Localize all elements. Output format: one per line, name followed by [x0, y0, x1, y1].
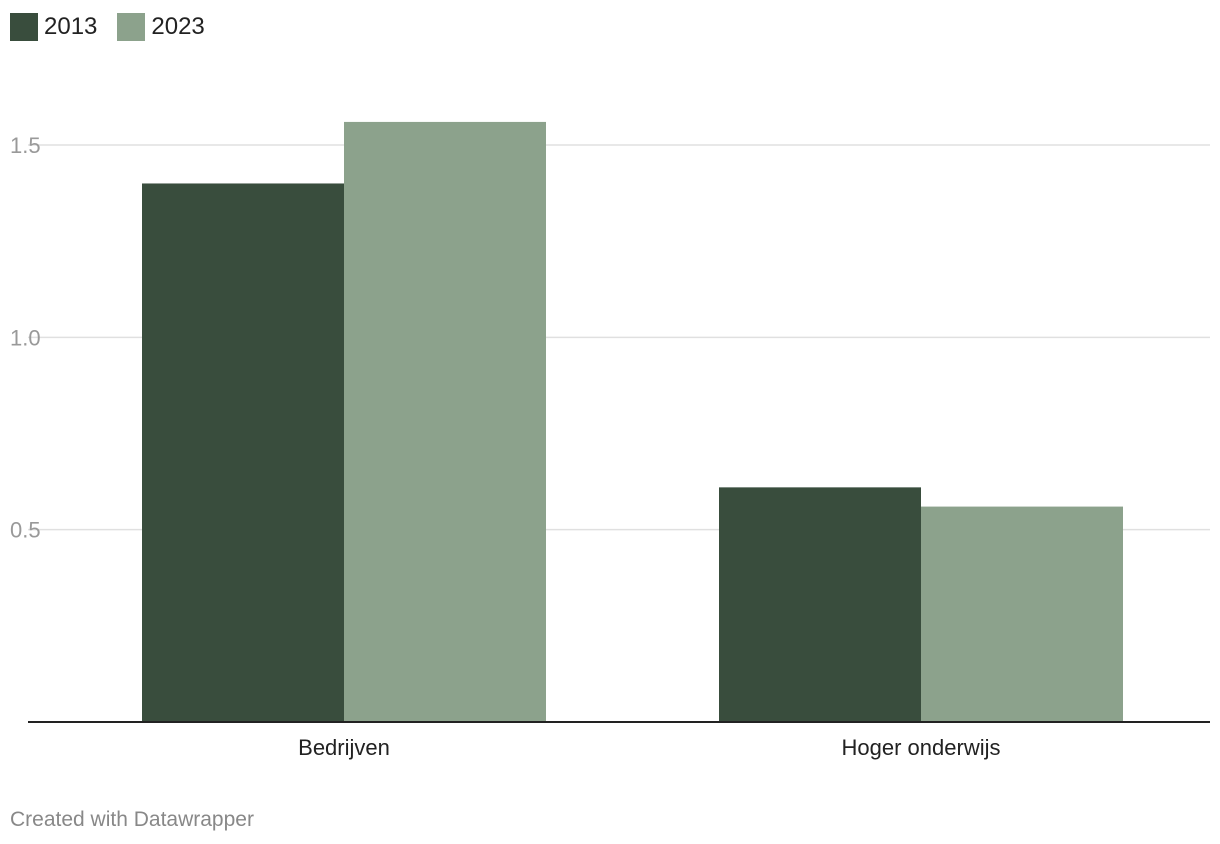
bar-bedrijven-2013 [142, 183, 344, 723]
bar-hoger-onderwijs-2013 [719, 487, 921, 722]
legend-item-2023: 2023 [117, 13, 205, 41]
legend-label-2023: 2023 [151, 13, 205, 40]
datawrapper-credit[interactable]: Created with Datawrapper [10, 808, 254, 831]
x-category-label-bedrijven: Bedrijven [298, 735, 390, 760]
legend-label-2013: 2013 [44, 13, 98, 40]
x-category-label-hoger-onderwijs: Hoger onderwijs [842, 735, 1001, 760]
y-tick-label-1.5: 1.5 [10, 133, 41, 158]
bar-bedrijven-2023 [344, 121, 546, 722]
bar-hoger-onderwijs-2023 [921, 506, 1123, 722]
y-tick-label-1.0: 1.0 [10, 325, 41, 350]
legend-item-2013: 2013 [10, 13, 97, 41]
y-tick-label-0.5: 0.5 [10, 518, 41, 543]
chart-legend: 2013 2023 [10, 13, 225, 41]
legend-swatch-2023 [117, 13, 146, 41]
legend-swatch-2013 [10, 13, 38, 41]
